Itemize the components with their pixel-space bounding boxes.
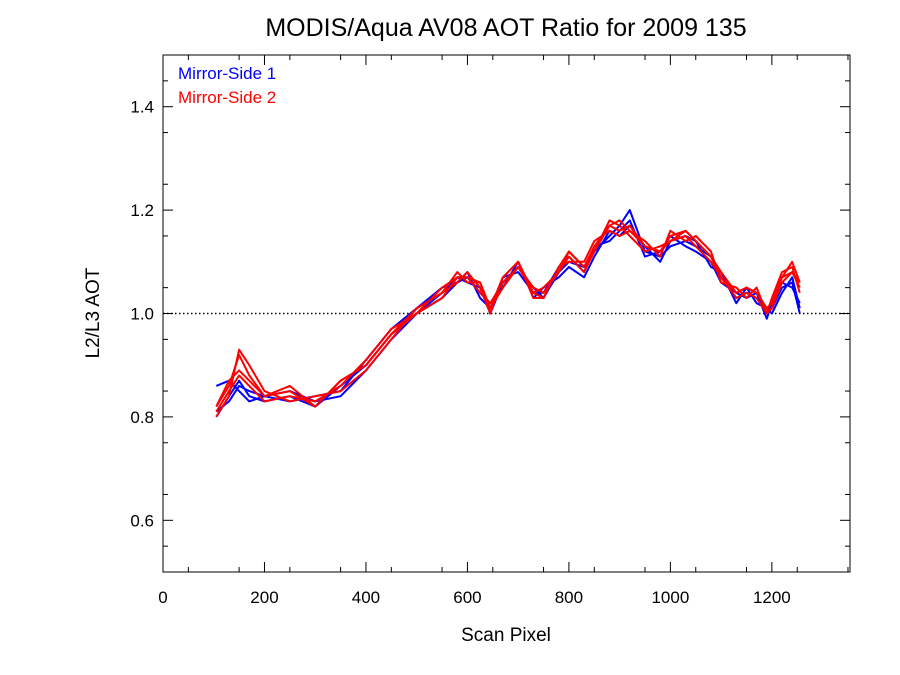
x-tick-label: 1000 [651,588,689,607]
series-line-mirror-side-1-3 [215,224,801,413]
x-axis-label: Scan Pixel [461,625,551,646]
y-tick-label: 1.2 [130,201,154,220]
x-tick-label: 200 [250,588,278,607]
x-tick-label: 0 [158,588,167,607]
x-tick-label: 1200 [753,588,791,607]
legend-label-mirror-side-2: Mirror-Side 2 [178,88,276,107]
x-tick-label: 400 [352,588,380,607]
chart-title: MODIS/Aqua AV08 AOT Ratio for 2009 135 [265,14,746,42]
plot-frame [162,54,851,573]
x-tick-label: 800 [555,588,583,607]
legend: Mirror-Side 1 Mirror-Side 2 [178,64,276,107]
y-tick-label: 1.4 [130,98,154,117]
series-line-mirror-side-1-2 [215,219,801,403]
series-line-mirror-side-2-5 [215,219,801,413]
y-tick-label: 1.0 [130,305,154,324]
series-line-mirror-side-2-6 [215,229,801,418]
legend-label-mirror-side-1: Mirror-Side 1 [178,64,276,83]
series-line-mirror-side-2-7 [215,219,801,408]
y-axis-label: L2/L3 AOT [83,267,104,358]
y-tick-label: 0.8 [130,408,154,427]
y-tick-label: 0.6 [130,511,154,530]
x-tick-label: 600 [453,588,481,607]
